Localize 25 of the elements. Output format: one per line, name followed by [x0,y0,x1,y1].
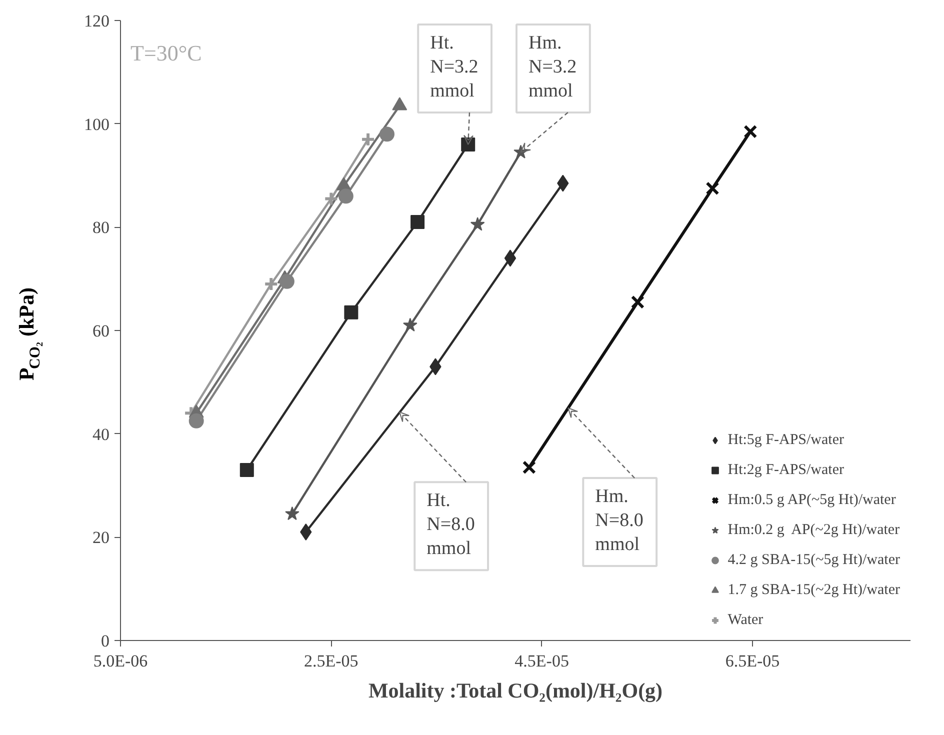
annotation: Ht. N=3.2 mmol [430,32,478,102]
y-tick-label: 0 [101,632,110,650]
legend-label: Hm:0.2 g AP(~2g Ht)/water [728,522,900,538]
y-tick-label: 60 [92,322,110,340]
y-tick-label: 20 [92,528,110,548]
x-tick-label: 5.0E-06 [93,652,148,670]
legend-label: Ht:5g F-APS/water [728,432,844,448]
annotation: Ht. N=8.0 mmol [426,490,475,560]
y-tick-label: 40 [92,424,110,444]
legend-label: Hm:0.5 g AP(~5g Ht)/water [728,492,896,508]
annotation: Hm. N=3.2 mmol [528,32,577,102]
y-tick-label: 120 [84,12,110,30]
annotation: T=30°C [130,40,202,66]
x-tick-label: 6.5E-05 [725,652,780,670]
legend-label: 1.7 g SBA-15(~2g Ht)/water [728,582,900,598]
legend-label: 4.2 g SBA-15(~5g Ht)/water [728,552,900,568]
legend-label: Ht:2g F-APS/water [728,462,844,478]
x-tick-label: 2.5E-05 [304,652,358,670]
y-tick-label: 100 [84,114,110,134]
annotation: Hm. N=8.0 mmol [595,486,644,555]
y-axis-title: PCO₂ (kPa) [14,288,44,380]
x-axis-title: Molality :Total CO₂(mol)/H₂O(g) [368,678,663,702]
legend-label: Water [728,612,764,628]
y-tick-label: 80 [92,218,110,238]
x-tick-label: 4.5E-05 [514,652,569,670]
